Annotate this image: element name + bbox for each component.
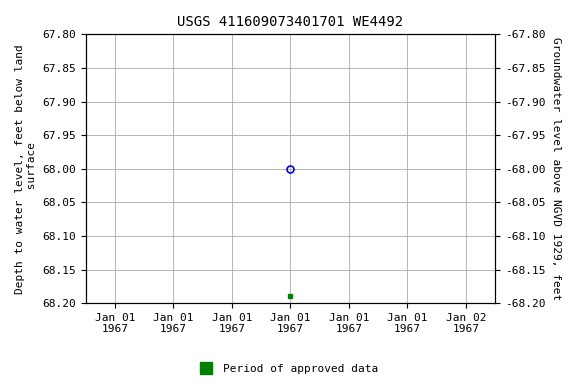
Title: USGS 411609073401701 WE4492: USGS 411609073401701 WE4492 [177,15,403,29]
Y-axis label: Groundwater level above NGVD 1929, feet: Groundwater level above NGVD 1929, feet [551,37,561,300]
Legend: Period of approved data: Period of approved data [193,359,383,379]
Y-axis label: Depth to water level, feet below land
 surface: Depth to water level, feet below land su… [15,44,37,294]
